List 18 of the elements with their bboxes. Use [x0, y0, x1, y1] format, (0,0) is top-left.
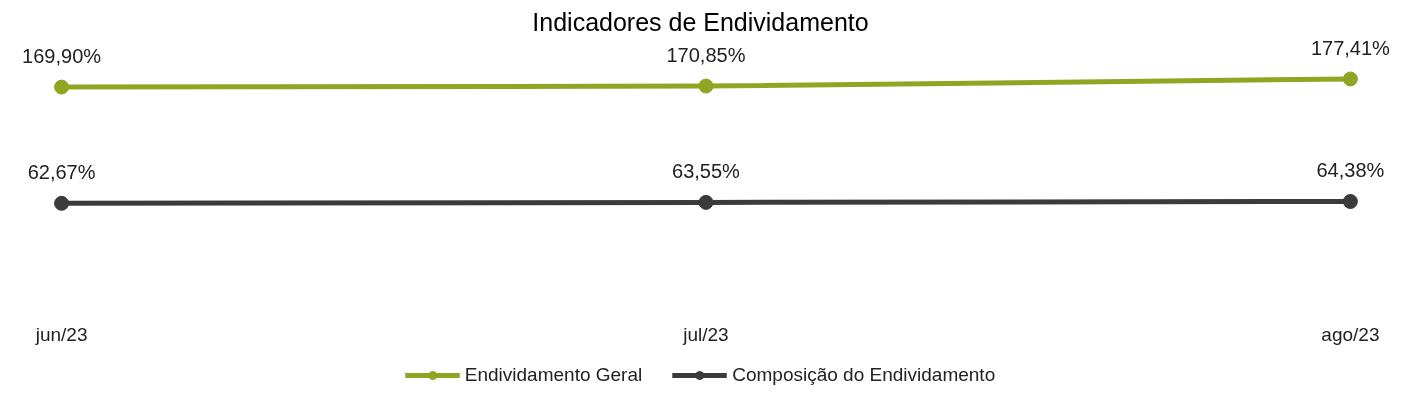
- point: [698, 194, 714, 210]
- point: [54, 79, 70, 95]
- data-label: 177,41%: [1310, 36, 1391, 59]
- point: [1342, 194, 1358, 209]
- data-label: 170,85%: [666, 44, 746, 67]
- point: [54, 195, 70, 211]
- data-label: 63,55%: [672, 160, 741, 183]
- x-tick-label: jul/23: [682, 324, 729, 346]
- x-tick-label: ago/23: [1321, 324, 1380, 346]
- x-tick-label: jun/23: [34, 324, 88, 346]
- data-label: 62,67%: [27, 161, 96, 184]
- chart-title: Indicadores de Endividamento: [532, 7, 869, 36]
- legend-label: Endividamento Geral: [464, 364, 643, 386]
- data-label: 169,90%: [22, 45, 102, 68]
- data-label: 64,38%: [1316, 159, 1385, 182]
- legend-label: Composição do Endividamento: [732, 364, 996, 386]
- point: [698, 78, 714, 94]
- point: [1342, 71, 1358, 87]
